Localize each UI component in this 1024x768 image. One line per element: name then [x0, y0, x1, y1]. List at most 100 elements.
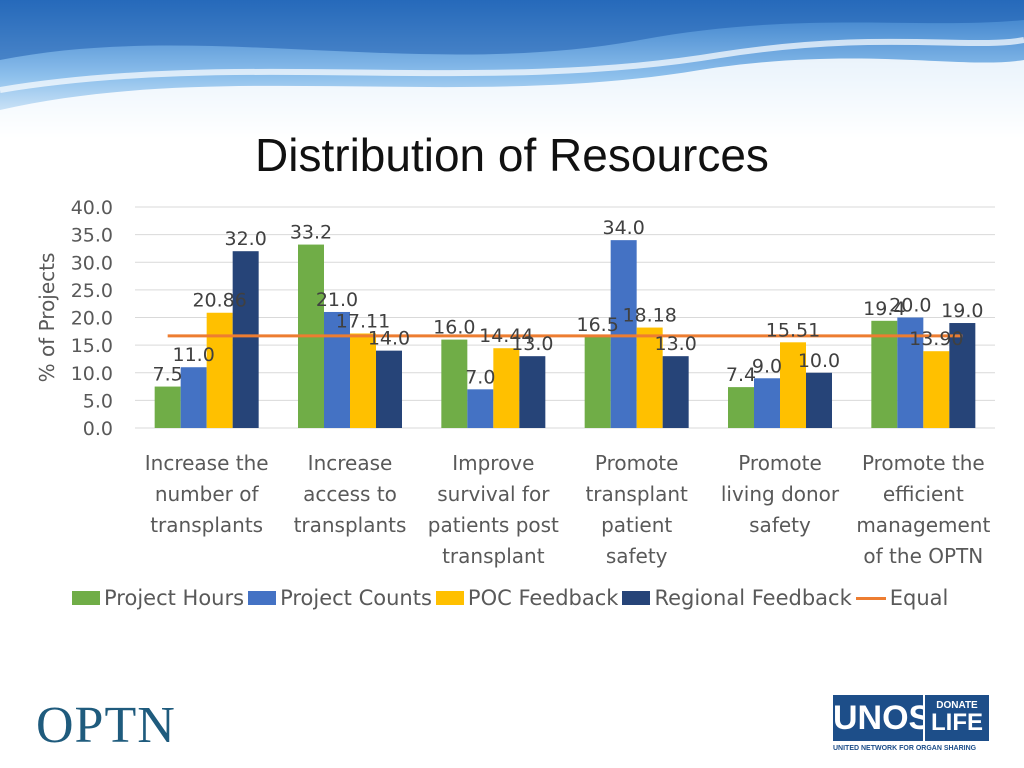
data-label: 19.0: [941, 300, 983, 322]
y-axis-label: % of Projects: [35, 253, 59, 383]
bar: [871, 320, 898, 428]
x-category-label: management: [856, 513, 990, 537]
legend-line-swatch: [855, 596, 886, 600]
bar: [949, 323, 976, 428]
x-category-label: living donor: [721, 482, 840, 506]
data-label: 15.51: [766, 319, 820, 341]
data-label: 7.4: [726, 364, 756, 386]
bar: [662, 356, 689, 428]
data-label: 32.0: [225, 228, 267, 250]
unos-tagline: UNITED NETWORK FOR ORGAN SHARING: [833, 745, 977, 752]
x-category-label: transplants: [150, 513, 263, 537]
legend-label: Project Counts: [280, 586, 432, 610]
data-label: 20.0: [889, 295, 931, 317]
x-category-label: of the OPTN: [863, 544, 983, 568]
x-category-label: Increase: [308, 451, 393, 475]
data-label: 9.0: [752, 355, 782, 377]
data-label: 18.18: [622, 305, 676, 327]
y-tick-label: 15.0: [71, 335, 113, 357]
bar: [636, 327, 663, 428]
data-label: 11.0: [173, 344, 215, 366]
x-category-label: Increase the: [145, 451, 269, 475]
legend-label: Project Hours: [104, 586, 245, 610]
x-category-label: safety: [606, 544, 668, 568]
bar-chart: 0.0 5.0 10.0 15.0 20.0 25.0 30.0 35.0 40.0 % of P…: [35, 197, 995, 568]
legend-swatch: [248, 591, 277, 605]
legend-item: Project Hours: [72, 586, 244, 610]
legend-label: POC Feedback: [467, 586, 619, 610]
data-label: 7.5: [153, 364, 183, 386]
data-label: 13.0: [511, 333, 553, 355]
bar: [324, 311, 350, 428]
x-category-label: patients post: [428, 513, 559, 537]
bar: [467, 389, 494, 428]
y-tick-label: 10.0: [71, 363, 113, 385]
bar: [780, 342, 806, 428]
bar: [180, 367, 207, 428]
bar: [493, 348, 520, 428]
bar: [376, 350, 402, 428]
legend-label: Equal: [889, 586, 949, 610]
x-category-label: safety: [749, 513, 811, 537]
legend-item: Equal: [855, 586, 949, 610]
data-label: 19.4: [863, 298, 905, 320]
bar: [806, 372, 832, 428]
legend-swatch: [435, 591, 464, 605]
unos-logo-text: UNOS: [833, 695, 931, 741]
bar: [519, 356, 546, 428]
x-category-label: Promote: [738, 451, 822, 475]
life-label: LIFE: [931, 709, 983, 736]
bar: [350, 333, 376, 428]
x-category-label: transplant: [585, 482, 688, 506]
data-label: 16.5: [577, 314, 619, 336]
slide-title: Distribution of Resources: [255, 129, 769, 181]
bar: [154, 386, 181, 428]
y-tick-label: 25.0: [71, 280, 113, 302]
optn-logo: OPTN: [36, 697, 176, 754]
legend-item: Regional Feedback: [622, 586, 852, 610]
data-label: 16.0: [433, 317, 475, 339]
x-category-label: patient: [601, 513, 672, 537]
data-label: 13.90: [909, 328, 963, 350]
bar: [923, 351, 950, 428]
chart-legend: Project Hours Project Counts POC Feedback R…: [72, 586, 952, 610]
x-category-label: Promote the: [862, 451, 985, 475]
y-tick-label: 35.0: [71, 225, 113, 247]
data-label: 33.2: [290, 222, 332, 244]
x-category-label: transplant: [442, 544, 545, 568]
data-label: 14.0: [368, 328, 410, 350]
bar: [232, 251, 259, 428]
y-tick-label: 5.0: [83, 390, 113, 412]
x-category-label: Promote: [595, 451, 679, 475]
data-label: 20.86: [192, 290, 246, 312]
bar: [754, 378, 780, 428]
y-tick-label: 0.0: [83, 418, 113, 440]
data-label: 34.0: [603, 217, 645, 239]
legend-label: Regional Feedback: [654, 586, 852, 610]
bar: [728, 387, 754, 428]
data-label: 14.44: [479, 325, 533, 347]
bar: [206, 312, 233, 428]
legend-swatch: [72, 591, 100, 605]
unos-donate-life-logo: UNOS DONATE LIFE UNITED NETWORK FOR ORGA…: [833, 695, 995, 759]
bar: [584, 336, 611, 428]
data-label: 17.11: [336, 310, 390, 332]
y-tick-label: 30.0: [71, 252, 113, 274]
x-category-label: number of: [155, 482, 260, 506]
bar: [610, 240, 637, 428]
legend-swatch: [622, 591, 651, 605]
bar: [441, 339, 468, 428]
data-label: 13.0: [655, 333, 697, 355]
data-label: 21.0: [316, 289, 358, 311]
x-category-label: efficient: [883, 482, 964, 506]
data-label: 10.0: [798, 350, 840, 372]
donate-life-badge: DONATE LIFE: [925, 695, 989, 741]
legend-item: Project Counts: [248, 586, 432, 610]
donate-label: DONATE: [936, 700, 978, 711]
data-label: 7.0: [465, 366, 495, 388]
x-category-label: access to: [303, 482, 397, 506]
x-category-label: transplants: [294, 513, 407, 537]
x-category-label: survival for: [437, 482, 550, 506]
y-tick-label: 20.0: [71, 308, 113, 330]
legend-item: POC Feedback: [435, 586, 619, 610]
